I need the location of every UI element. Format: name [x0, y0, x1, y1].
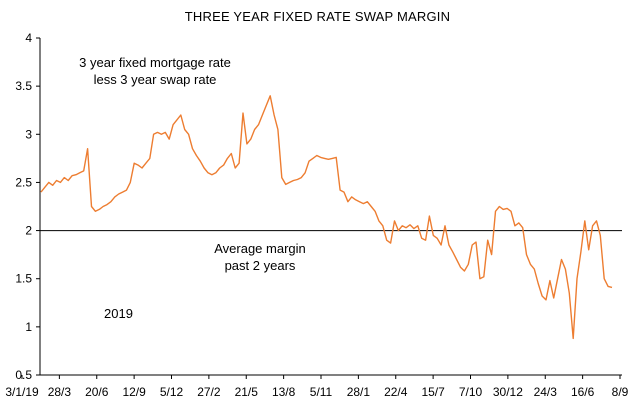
- x-tick-label: 22/4: [384, 385, 408, 399]
- x-tick-label: 7/10: [459, 385, 483, 399]
- y-tick-label: 1.5: [15, 272, 32, 286]
- x-tick-label: 16/6: [571, 385, 595, 399]
- y-tick-label: 3: [25, 127, 32, 141]
- y-tick-label: 0.5: [15, 368, 32, 382]
- y-tick-label: 4: [25, 31, 32, 45]
- y-tick-label: 3.5: [15, 79, 32, 93]
- year-label: 2019: [104, 306, 133, 321]
- x-tick-label: 5/11: [310, 385, 333, 399]
- x-tick-label: 13/8: [272, 385, 296, 399]
- series-description-line1: 3 year fixed mortgage rate: [79, 55, 231, 70]
- average-annotation: Average margin past 2 years: [175, 240, 345, 274]
- x-tick-label: 8/9: [612, 385, 629, 399]
- average-annotation-line1: Average margin: [214, 241, 306, 256]
- x-tick-label: 28/3: [48, 385, 72, 399]
- average-annotation-line2: past 2 years: [224, 258, 296, 273]
- y-tick-label: 2: [25, 224, 32, 238]
- x-tick-label: 5/12: [160, 385, 184, 399]
- y-tick-label: 1: [25, 320, 32, 334]
- x-tick-label: 20/6: [85, 385, 109, 399]
- series-description-line2: less 3 year swap rate: [93, 72, 217, 87]
- y-tick-label: 2.5: [15, 175, 32, 189]
- chart-title: THREE YEAR FIXED RATE SWAP MARGIN: [184, 9, 451, 24]
- x-tick-label: 27/2: [197, 385, 221, 399]
- x-tick-label: 24/3: [534, 385, 558, 399]
- x-tick-label: 3/1/19: [5, 385, 39, 399]
- series-description: 3 year fixed mortgage rate less 3 year s…: [55, 54, 255, 88]
- x-tick-label: 15/7: [421, 385, 445, 399]
- x-tick-label: 30/12: [493, 385, 523, 399]
- x-tick-label: 28/1: [347, 385, 371, 399]
- x-tick-label: 21/5: [235, 385, 259, 399]
- x-tick-label: 12/9: [122, 385, 146, 399]
- swap-margin-series-line: [40, 95, 613, 340]
